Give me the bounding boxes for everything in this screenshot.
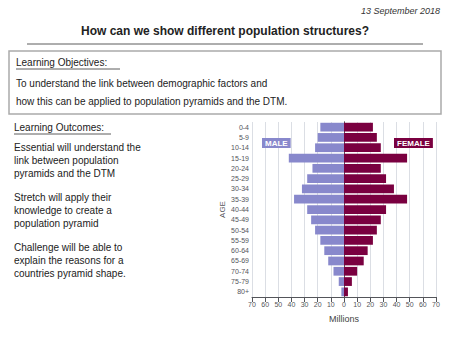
svg-text:80+: 80+ [237,288,249,295]
svg-text:MALE: MALE [265,139,288,148]
svg-text:pyramids and the DTM: pyramids and the DTM [14,168,115,179]
svg-text:45-49: 45-49 [231,216,249,223]
svg-text:10: 10 [327,301,335,308]
svg-text:35-39: 35-39 [231,196,249,203]
svg-text:50: 50 [274,301,282,308]
svg-text:55-59: 55-59 [231,237,249,244]
svg-text:Essential will understand the: Essential will understand the [14,142,141,153]
svg-text:15-19: 15-19 [231,155,249,162]
svg-text:40: 40 [288,301,296,308]
svg-text:How can we show different popu: How can we show different population str… [81,24,369,38]
svg-text:countries pyramid shape.: countries pyramid shape. [14,268,126,279]
svg-text:Challenge will be able to: Challenge will be able to [14,242,123,253]
svg-text:30: 30 [380,301,388,308]
svg-text:50: 50 [406,301,414,308]
svg-text:60: 60 [419,301,427,308]
svg-text:70: 70 [248,301,256,308]
svg-text:60-64: 60-64 [231,247,249,254]
svg-text:50-54: 50-54 [231,227,249,234]
svg-text:13 September 2018: 13 September 2018 [361,6,440,16]
svg-text:0: 0 [342,301,346,308]
svg-text:40: 40 [393,301,401,308]
svg-text:FEMALE: FEMALE [397,139,431,148]
svg-text:10: 10 [353,301,361,308]
svg-text:Stretch will apply their: Stretch will apply their [14,192,112,203]
svg-text:30: 30 [301,301,309,308]
svg-text:AGE: AGE [218,201,227,218]
svg-text:20: 20 [314,301,322,308]
svg-text:40-44: 40-44 [231,206,249,213]
svg-text:To understand the link between: To understand the link between demograph… [16,78,267,89]
svg-text:link between population: link between population [14,155,119,166]
svg-text:Learning Outcomes:: Learning Outcomes: [14,122,104,133]
svg-text:20: 20 [366,301,374,308]
svg-text:60: 60 [261,301,269,308]
svg-text:25-29: 25-29 [231,175,249,182]
svg-text:knowledge to create a: knowledge to create a [14,205,112,216]
svg-text:70-74: 70-74 [231,268,249,275]
svg-text:5-9: 5-9 [239,134,249,141]
svg-text:Millions: Millions [329,314,360,324]
svg-text:75-79: 75-79 [231,278,249,285]
svg-text:0-4: 0-4 [239,124,249,131]
svg-text:Learning Objectives:: Learning Objectives: [16,57,107,68]
svg-text:how this can be applied to pop: how this can be applied to population py… [16,96,287,107]
svg-text:20-24: 20-24 [231,165,249,172]
svg-text:10-14: 10-14 [231,144,249,151]
svg-text:70: 70 [432,301,440,308]
svg-text:65-69: 65-69 [231,257,249,264]
svg-text:30-34: 30-34 [231,185,249,192]
svg-text:population pyramid: population pyramid [14,218,99,229]
svg-text:explain the reasons for a: explain the reasons for a [14,255,124,266]
